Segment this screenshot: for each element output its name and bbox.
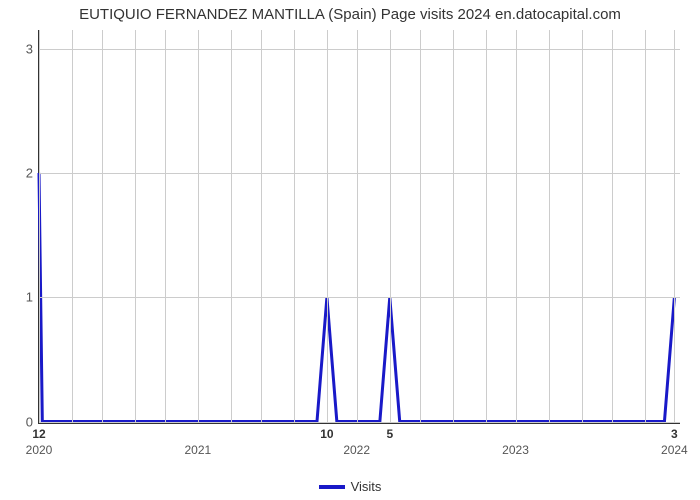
gridline-vertical [549, 30, 550, 423]
gridline-vertical [327, 30, 328, 423]
legend-swatch [319, 485, 345, 489]
gridline-horizontal [39, 173, 680, 174]
legend: Visits [0, 479, 700, 494]
gridline-horizontal [39, 297, 680, 298]
gridline-vertical [135, 30, 136, 423]
chart-title: EUTIQUIO FERNANDEZ MANTILLA (Spain) Page… [0, 6, 700, 23]
y-tick-label: 1 [26, 290, 39, 305]
gridline-vertical [231, 30, 232, 423]
gridline-vertical [72, 30, 73, 423]
y-tick-label: 3 [26, 41, 39, 56]
gridline-vertical [261, 30, 262, 423]
gridline-vertical [453, 30, 454, 423]
gridline-vertical [39, 30, 40, 423]
gridline-vertical [357, 30, 358, 423]
x-year-label: 2022 [343, 423, 370, 457]
gridline-vertical [674, 30, 675, 423]
plot-area: 012312105320202021202220232024 [38, 30, 680, 424]
y-tick-label: 2 [26, 165, 39, 180]
gridline-vertical [165, 30, 166, 423]
gridline-vertical [516, 30, 517, 423]
x-year-label: 2021 [184, 423, 211, 457]
legend-label: Visits [351, 479, 382, 494]
gridline-horizontal [39, 49, 680, 50]
x-count-label: 5 [386, 423, 393, 441]
x-year-label: 2020 [26, 423, 53, 457]
gridline-vertical [102, 30, 103, 423]
gridline-vertical [198, 30, 199, 423]
gridline-vertical [645, 30, 646, 423]
gridline-vertical [420, 30, 421, 423]
x-count-label: 10 [320, 423, 333, 441]
gridline-vertical [612, 30, 613, 423]
x-year-label: 2024 [661, 423, 688, 457]
gridline-vertical [582, 30, 583, 423]
gridline-vertical [390, 30, 391, 423]
gridline-vertical [294, 30, 295, 423]
x-year-label: 2023 [502, 423, 529, 457]
gridline-vertical [486, 30, 487, 423]
